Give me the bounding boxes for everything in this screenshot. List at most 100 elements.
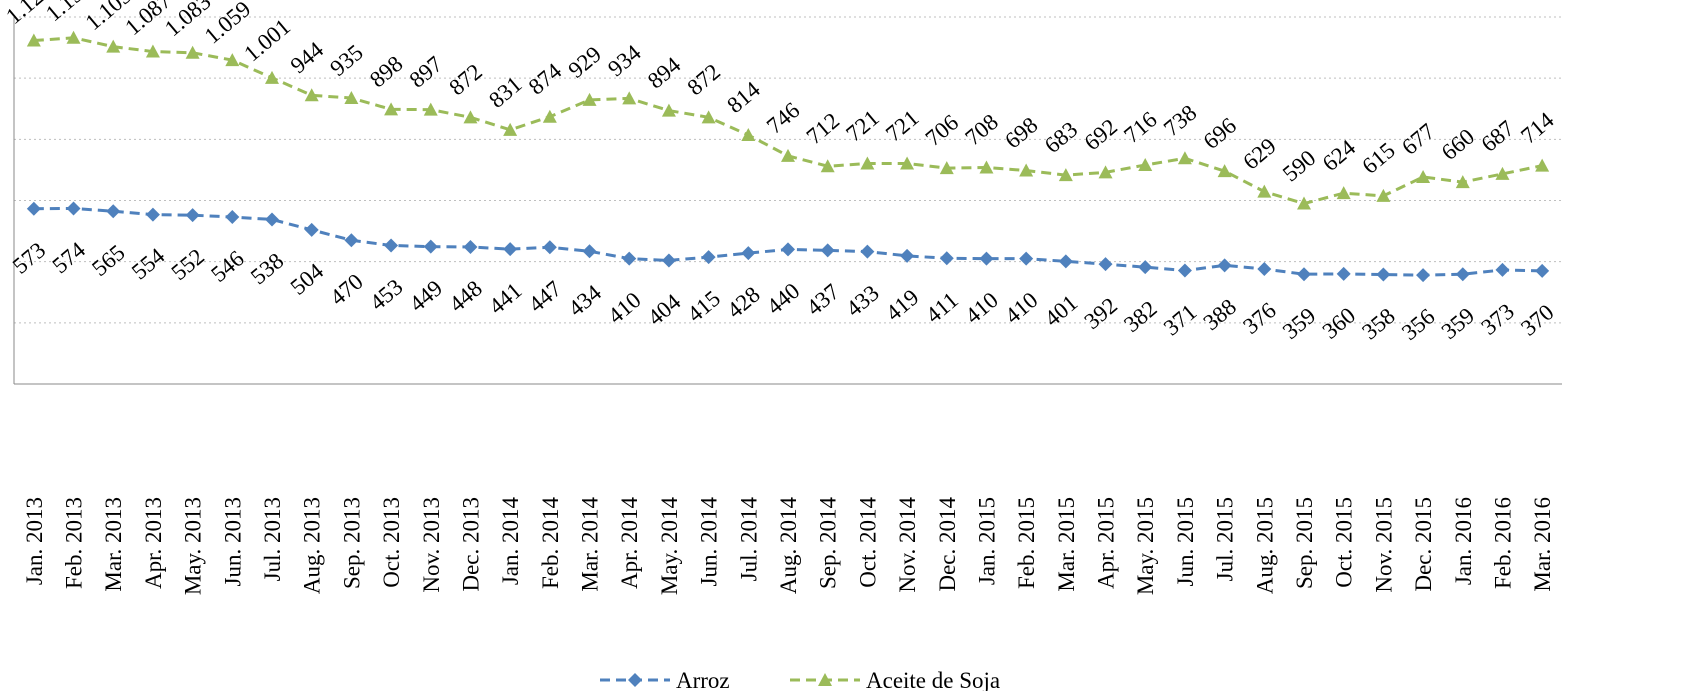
marker	[939, 161, 954, 175]
marker	[1098, 165, 1113, 179]
data-label: 696	[1199, 113, 1241, 154]
data-label: 356	[1397, 304, 1439, 345]
data-label: 359	[1437, 303, 1479, 344]
x-tick-label: Nov. 2013	[419, 497, 444, 593]
data-label: 546	[206, 246, 248, 287]
data-label: 441	[484, 278, 526, 319]
marker	[628, 673, 642, 687]
data-label: 419	[881, 284, 923, 325]
data-label: 624	[1318, 134, 1361, 176]
marker	[1058, 168, 1073, 182]
marker	[1138, 260, 1153, 275]
data-label: 470	[325, 269, 367, 310]
x-tick-label: Feb. 2016	[1490, 497, 1515, 589]
marker	[423, 239, 438, 254]
marker	[622, 251, 637, 266]
data-label: 706	[921, 110, 963, 151]
x-tick-label: Jun. 2014	[697, 497, 722, 587]
data-label: 371	[1159, 299, 1201, 340]
marker	[503, 122, 518, 136]
marker	[344, 233, 359, 248]
x-tick-label: Oct. 2015	[1332, 497, 1357, 588]
data-label: 814	[722, 76, 765, 118]
data-label: 872	[683, 59, 725, 100]
x-tick-label: Nov. 2015	[1371, 497, 1396, 593]
data-label: 453	[365, 274, 407, 315]
marker	[423, 102, 438, 116]
x-tick-label: Jan. 2013	[22, 497, 47, 585]
data-label: 692	[1079, 114, 1121, 155]
marker	[1177, 151, 1192, 165]
data-label: 358	[1357, 303, 1399, 344]
data-label: 449	[405, 275, 447, 316]
x-tick-label: Apr. 2013	[141, 497, 166, 589]
data-label: 370	[1516, 299, 1558, 340]
marker	[1336, 266, 1351, 281]
marker	[1217, 258, 1232, 273]
marker	[979, 160, 994, 174]
marker	[1535, 158, 1550, 172]
data-label: 410	[960, 287, 1002, 328]
x-tick-label: Mar. 2016	[1530, 497, 1555, 592]
marker	[145, 207, 160, 222]
data-label: 373	[1476, 299, 1518, 340]
data-label: 831	[484, 71, 526, 112]
data-label: 898	[365, 51, 407, 92]
marker	[304, 88, 319, 102]
marker	[1019, 251, 1034, 266]
marker	[66, 30, 81, 44]
data-label: 388	[1199, 294, 1241, 335]
marker	[900, 156, 915, 170]
marker	[820, 243, 835, 258]
marker	[1455, 175, 1470, 189]
marker	[225, 210, 240, 225]
marker	[1455, 267, 1470, 282]
data-label: 447	[524, 276, 566, 317]
marker	[1297, 196, 1311, 210]
marker	[542, 240, 557, 255]
marker	[1257, 184, 1272, 198]
data-label: 746	[762, 97, 804, 138]
data-label: 716	[1119, 107, 1161, 148]
x-tick-label: Jun. 2013	[220, 497, 245, 586]
marker	[701, 110, 716, 124]
marker	[106, 39, 121, 53]
data-label: 554	[127, 243, 170, 285]
marker	[384, 102, 399, 116]
data-label: 894	[643, 52, 686, 94]
marker	[1177, 263, 1192, 278]
data-label: 382	[1119, 296, 1161, 337]
x-tick-label: Jun. 2015	[1173, 497, 1198, 586]
x-tick-label: Feb. 2015	[1014, 497, 1039, 589]
data-label: 698	[1000, 112, 1042, 153]
marker	[1217, 164, 1232, 178]
x-tick-label: Jul. 2013	[260, 497, 285, 581]
x-tick-label: Sep. 2015	[1292, 497, 1317, 589]
data-label: 929	[563, 41, 605, 82]
data-label: 437	[802, 279, 844, 320]
x-tick-label: Mar. 2013	[101, 497, 126, 592]
data-label: 721	[881, 105, 923, 146]
marker	[225, 53, 240, 67]
marker	[582, 244, 597, 259]
x-tick-label: Jan. 2015	[974, 497, 999, 585]
marker	[1416, 169, 1431, 183]
data-label: 708	[960, 109, 1002, 150]
data-label: 574	[47, 237, 90, 279]
x-tick-label: May. 2013	[181, 497, 206, 595]
data-label: 683	[1040, 117, 1082, 158]
data-label: 538	[246, 248, 288, 289]
data-label: 392	[1079, 293, 1121, 334]
x-tick-label: Oct. 2014	[855, 497, 880, 588]
x-tick-label: Aug. 2014	[776, 497, 801, 595]
marker	[265, 212, 279, 227]
x-tick-label: Dec. 2015	[1411, 497, 1436, 592]
data-label: 738	[1159, 100, 1201, 141]
marker	[818, 673, 832, 686]
marker	[145, 44, 160, 58]
marker	[1098, 257, 1113, 272]
marker	[185, 45, 200, 59]
marker	[860, 156, 875, 170]
data-label: 428	[722, 282, 764, 323]
marker	[26, 201, 41, 216]
